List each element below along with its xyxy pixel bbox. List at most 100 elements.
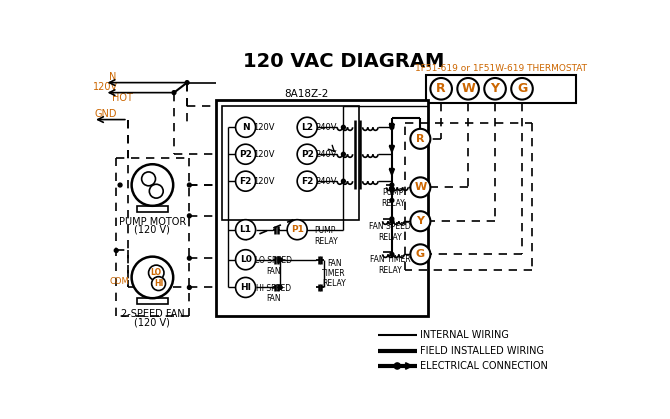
Circle shape <box>287 220 307 240</box>
Text: W: W <box>461 82 475 95</box>
Bar <box>222 106 358 220</box>
Bar <box>425 75 576 103</box>
Circle shape <box>390 199 394 202</box>
Text: 8A18Z-2: 8A18Z-2 <box>285 89 329 99</box>
Text: Y: Y <box>416 216 424 226</box>
Circle shape <box>118 183 122 187</box>
Polygon shape <box>389 169 395 175</box>
Text: COM: COM <box>110 277 129 286</box>
Bar <box>216 100 428 316</box>
Circle shape <box>188 256 192 260</box>
Text: W: W <box>414 182 427 192</box>
Circle shape <box>278 258 282 261</box>
Circle shape <box>131 164 174 206</box>
Polygon shape <box>389 188 395 194</box>
Circle shape <box>172 91 176 95</box>
Text: HI SPEED
FAN: HI SPEED FAN <box>256 284 291 303</box>
Text: 120V: 120V <box>253 150 275 159</box>
Circle shape <box>297 117 317 137</box>
Circle shape <box>188 183 192 187</box>
Circle shape <box>390 217 394 221</box>
Text: F2: F2 <box>239 177 252 186</box>
Circle shape <box>236 277 255 297</box>
Text: HI: HI <box>240 283 251 292</box>
Text: 120V: 120V <box>253 123 275 132</box>
Circle shape <box>390 183 394 187</box>
Text: L0: L0 <box>240 255 251 264</box>
Text: F2: F2 <box>301 177 314 186</box>
Circle shape <box>236 250 255 270</box>
Text: P2: P2 <box>239 150 252 159</box>
Text: PUMP MOTOR: PUMP MOTOR <box>119 217 186 227</box>
Circle shape <box>115 248 118 252</box>
Text: INTERNAL WIRING: INTERNAL WIRING <box>420 330 509 340</box>
Circle shape <box>151 277 165 290</box>
Text: 120 VAC DIAGRAM: 120 VAC DIAGRAM <box>243 52 444 70</box>
Circle shape <box>511 78 533 100</box>
Circle shape <box>149 184 163 198</box>
Circle shape <box>236 220 255 240</box>
Text: 240V: 240V <box>315 150 336 159</box>
Text: FIELD INSTALLED WIRING: FIELD INSTALLED WIRING <box>420 346 544 356</box>
Text: PUMP
RELAY: PUMP RELAY <box>381 189 405 208</box>
Circle shape <box>141 172 155 186</box>
Text: Y: Y <box>490 82 500 95</box>
Text: FAN TIMER
RELAY: FAN TIMER RELAY <box>370 256 411 275</box>
Text: (120 V): (120 V) <box>135 225 170 235</box>
Circle shape <box>410 211 430 231</box>
Circle shape <box>131 257 174 298</box>
Text: 240V: 240V <box>315 177 336 186</box>
Circle shape <box>410 177 430 197</box>
Circle shape <box>394 363 401 369</box>
Circle shape <box>149 265 164 280</box>
Circle shape <box>390 252 394 256</box>
Text: L2: L2 <box>302 123 313 132</box>
Polygon shape <box>389 146 395 152</box>
Circle shape <box>188 285 192 290</box>
Circle shape <box>188 214 192 218</box>
Text: G: G <box>517 82 527 95</box>
Text: 1F51-619 or 1F51W-619 THERMOSTAT: 1F51-619 or 1F51W-619 THERMOSTAT <box>415 64 587 73</box>
Circle shape <box>297 144 317 164</box>
Circle shape <box>458 78 479 100</box>
Circle shape <box>236 171 255 191</box>
Circle shape <box>390 125 394 129</box>
Text: LO: LO <box>151 268 162 277</box>
Bar <box>137 206 168 212</box>
Circle shape <box>484 78 506 100</box>
Circle shape <box>430 78 452 100</box>
Circle shape <box>342 179 345 183</box>
Text: 120V: 120V <box>253 177 275 186</box>
Circle shape <box>410 244 430 264</box>
Text: 2-SPEED FAN: 2-SPEED FAN <box>121 309 184 319</box>
Polygon shape <box>389 124 395 130</box>
Text: HOT: HOT <box>113 93 133 103</box>
Text: P2: P2 <box>301 150 314 159</box>
Text: 120V: 120V <box>93 82 118 92</box>
Text: HI: HI <box>154 279 163 288</box>
Circle shape <box>278 285 282 290</box>
Circle shape <box>297 171 317 191</box>
Text: PUMP
RELAY: PUMP RELAY <box>314 226 338 246</box>
Text: FAN
TIMER
RELAY: FAN TIMER RELAY <box>322 259 346 288</box>
Text: L1: L1 <box>240 225 252 234</box>
Text: ELECTRICAL CONNECTION: ELECTRICAL CONNECTION <box>420 361 548 371</box>
Text: N: N <box>242 123 249 132</box>
Text: GND: GND <box>94 109 117 119</box>
Text: (120 V): (120 V) <box>135 317 170 327</box>
Circle shape <box>390 219 394 223</box>
Text: P1: P1 <box>291 225 304 234</box>
Circle shape <box>185 81 189 85</box>
Bar <box>137 298 168 304</box>
Text: G: G <box>416 249 425 259</box>
Circle shape <box>410 129 430 149</box>
Text: 240V: 240V <box>315 123 336 132</box>
Text: FAN SPEED
RELAY: FAN SPEED RELAY <box>369 222 411 242</box>
Circle shape <box>342 125 345 129</box>
Circle shape <box>236 144 255 164</box>
Text: R: R <box>436 82 446 95</box>
Text: R: R <box>416 134 425 144</box>
Text: N: N <box>109 72 116 82</box>
Circle shape <box>342 152 345 156</box>
Circle shape <box>236 117 255 137</box>
